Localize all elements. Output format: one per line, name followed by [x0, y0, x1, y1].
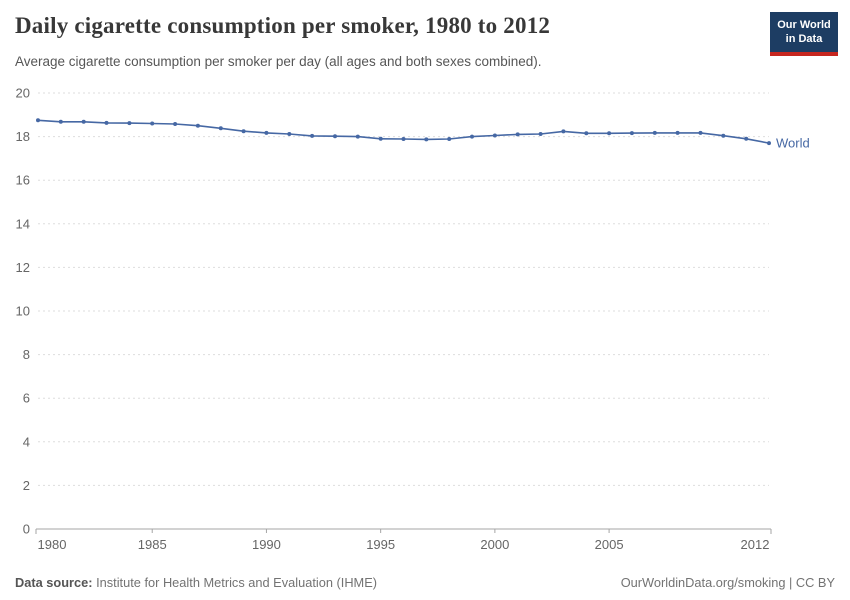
y-tick-label: 4: [23, 434, 30, 449]
data-point: [58, 119, 63, 124]
y-tick-label: 2: [23, 478, 30, 493]
y-tick-label: 10: [16, 304, 30, 319]
owid-logo-line2: in Data: [785, 33, 823, 46]
data-point: [447, 137, 452, 141]
owid-logo-line1: Our World: [777, 19, 831, 31]
data-point: [218, 126, 223, 131]
data-point: [378, 136, 383, 141]
data-point: [470, 134, 474, 139]
data-point: [584, 131, 589, 136]
data-point: [104, 120, 109, 125]
x-tick-label: 1995: [366, 537, 395, 552]
data-point: [767, 141, 771, 146]
data-point: [607, 131, 612, 136]
data-source-label: Data source:: [15, 575, 93, 590]
y-tick-label: 8: [23, 347, 30, 362]
data-point: [241, 129, 246, 134]
chart-title: Daily cigarette consumption per smoker, …: [15, 13, 551, 38]
data-point: [698, 130, 703, 135]
data-point: [150, 121, 155, 126]
data-point: [333, 134, 337, 139]
data-point: [538, 132, 543, 136]
data-point: [652, 130, 657, 135]
data-point: [561, 129, 566, 134]
data-point: [287, 132, 292, 136]
data-point: [127, 121, 132, 126]
data-point: [36, 118, 40, 123]
data-point: [310, 133, 315, 138]
data-point: [492, 133, 497, 138]
data-point: [744, 136, 749, 141]
y-tick-label: 14: [16, 216, 30, 231]
data-point: [424, 137, 429, 142]
x-tick-label: 1990: [252, 537, 281, 552]
x-tick-label: 2000: [480, 537, 509, 552]
credit-line: OurWorldinData.org/smoking | CC BY: [620, 575, 835, 590]
data-point: [721, 133, 726, 138]
y-tick-label: 0: [23, 522, 30, 537]
x-tick-label: 1980: [38, 537, 67, 552]
chart-subtitle: Average cigarette consumption per smoker…: [15, 54, 542, 69]
data-point: [81, 119, 86, 124]
owid-logo: Our World in Data: [770, 12, 838, 56]
data-point: [355, 134, 360, 139]
y-tick-label: 12: [16, 260, 30, 275]
y-tick-label: 18: [16, 129, 30, 144]
data-source-value: Institute for Health Metrics and Evaluat…: [92, 575, 378, 590]
x-tick-label: 1985: [138, 537, 167, 552]
y-tick-label: 6: [23, 391, 30, 406]
y-tick-label: 16: [16, 173, 30, 188]
x-tick-label: 2012: [741, 537, 770, 552]
data-point: [675, 130, 680, 135]
data-point: [515, 132, 520, 137]
data-point: [401, 137, 406, 141]
series-end-label: World: [776, 136, 810, 151]
x-tick-label: 2005: [595, 537, 624, 552]
data-source: Data source: Institute for Health Metric…: [15, 575, 377, 590]
line-chart-canvas: 0 2 4 6 8 10 12 14 16 18 20 1980 1985 1990 1995 2000 200…: [16, 86, 810, 553]
data-point: [173, 122, 178, 126]
data-point: [264, 130, 269, 135]
chart-footer: Data source: Institute for Health Metric…: [15, 575, 835, 590]
data-point: [195, 123, 200, 128]
y-tick-label: 20: [16, 86, 30, 101]
data-point: [629, 131, 634, 136]
